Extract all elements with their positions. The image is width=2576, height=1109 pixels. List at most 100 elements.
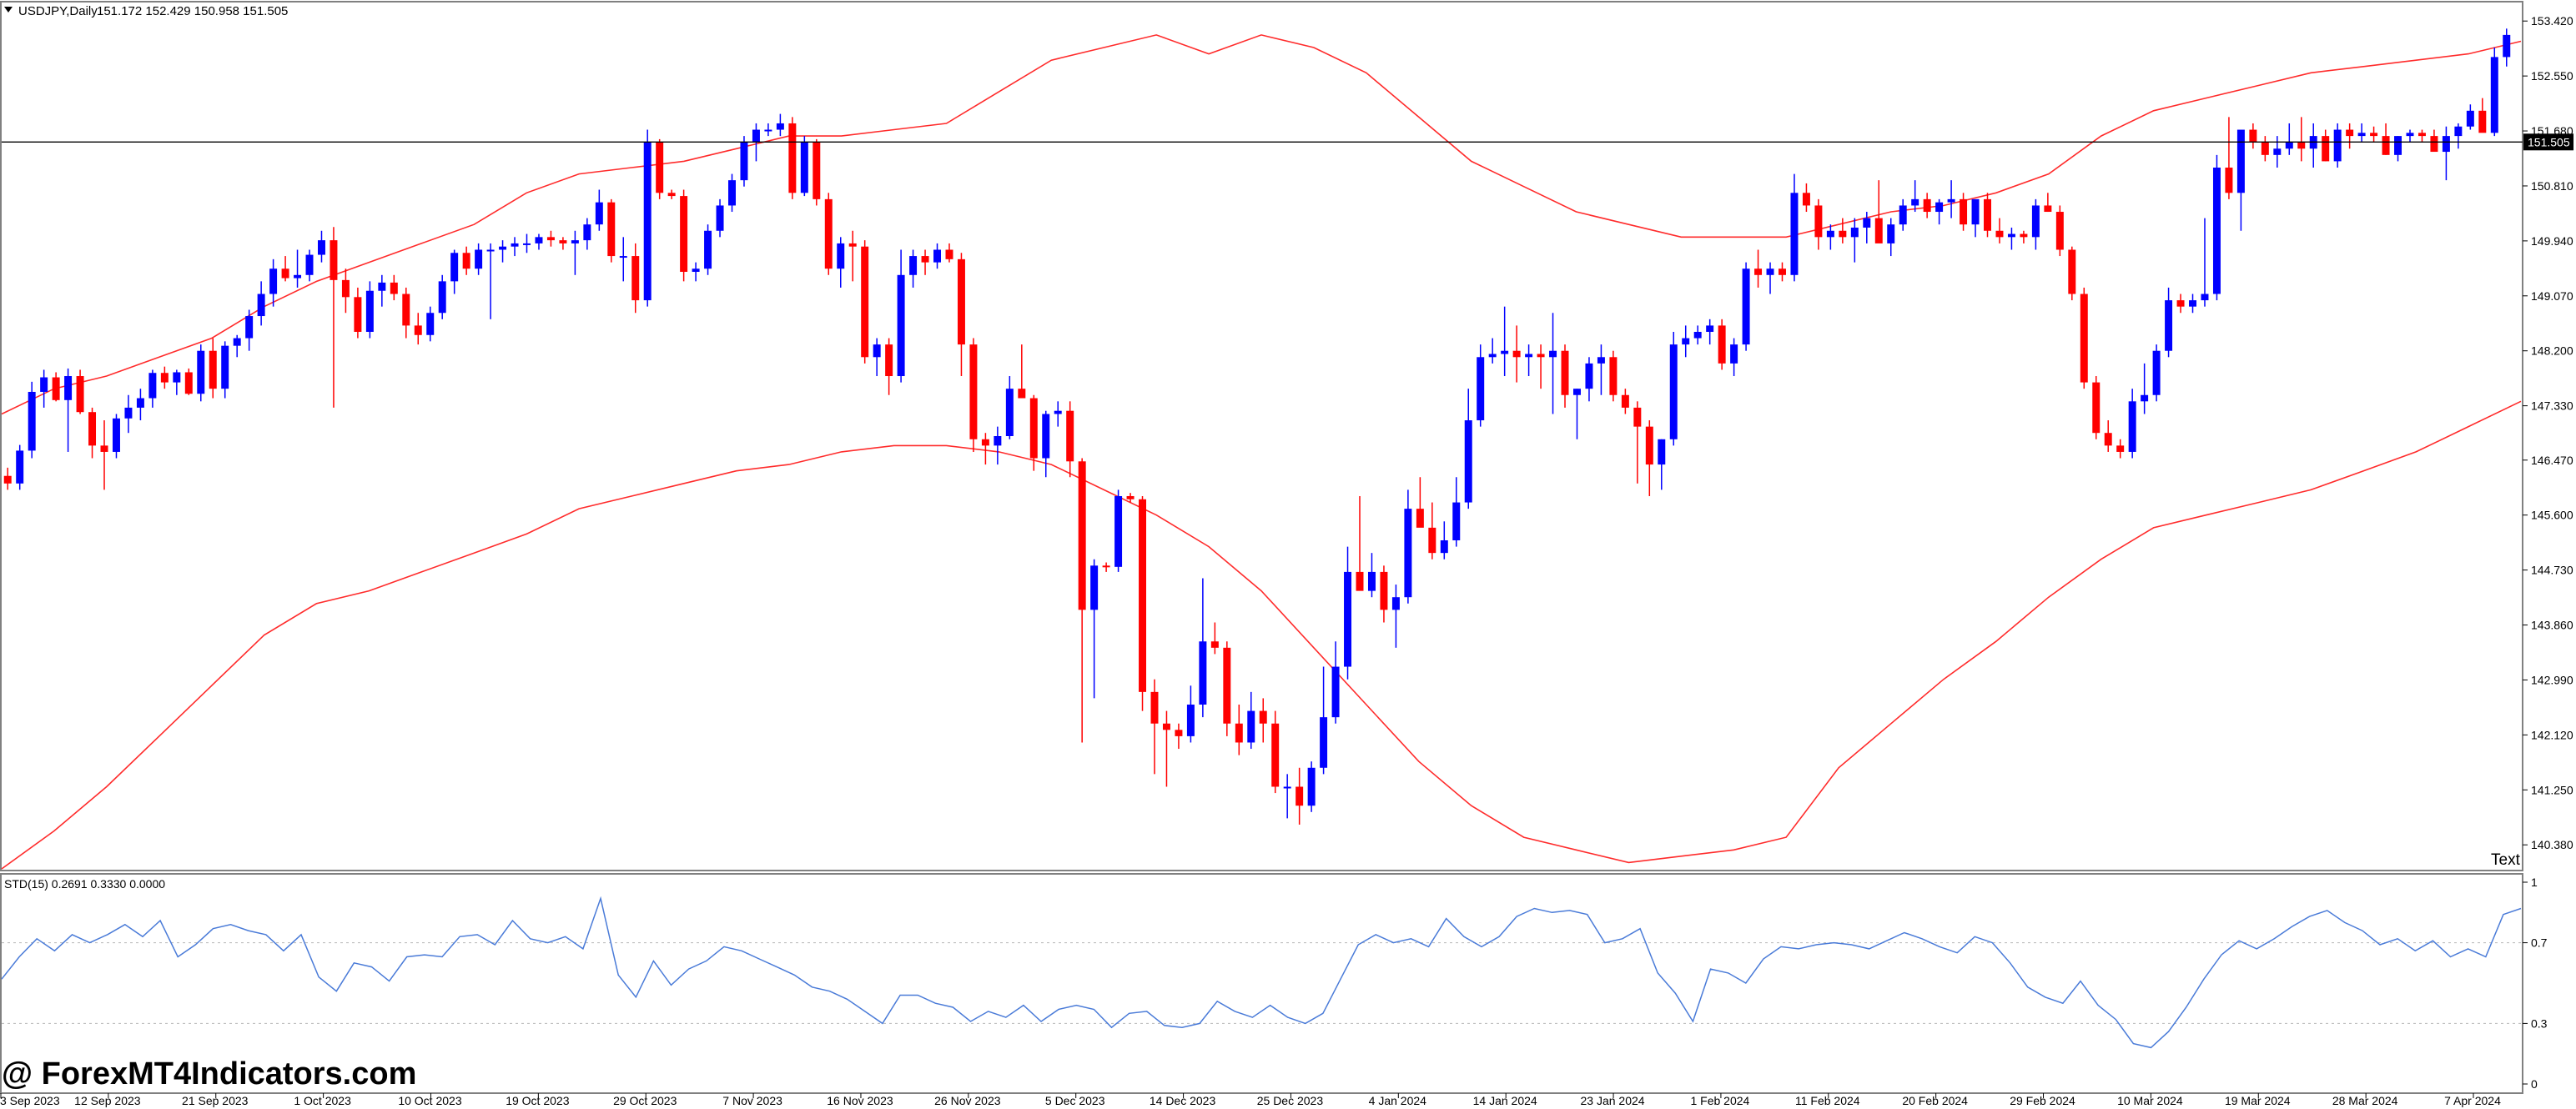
candle-body [1367,571,1376,591]
candle-body [523,243,531,245]
candle-body [197,350,205,394]
candle-body [1018,389,1026,399]
candle-body [3,475,12,484]
candle-body [1186,705,1195,736]
candle-body [317,240,325,255]
candle-body [535,237,543,243]
std-header: STD(15) 0.2691 0.3330 0.0000 [4,877,165,891]
candle-body [800,142,808,193]
time-tick-label: 10 Mar 2024 [2117,1094,2183,1107]
candle-body [1175,730,1183,736]
candle-body [2020,233,2028,238]
candle-body [1090,565,1099,610]
candle-body [2478,110,2487,133]
candle-body [1283,786,1291,789]
candle-body [1960,198,1968,225]
candle-body [209,350,217,389]
candle-body [2176,300,2185,307]
time-tick-label: 3 Sep 2023 [0,1094,60,1107]
candle-body [1512,350,1521,358]
candle-body [1078,461,1086,610]
candle-body [1259,710,1267,724]
time-tick-label: 11 Feb 2024 [1795,1094,1860,1107]
candle-body [173,372,181,383]
candle-body [2382,136,2390,155]
candle-body [100,445,108,452]
candle-body [184,372,193,394]
candle-body [124,407,133,419]
price-tick-label: 149.070 [2531,289,2573,303]
price-tick-label: 141.250 [2531,783,2573,796]
candle-body [2442,136,2450,153]
candle-body [1549,350,1557,358]
text-label: Text [2491,851,2521,869]
candle-body [1814,205,1823,238]
candle-body [269,268,278,294]
candle-body [64,376,73,400]
candle-body [511,243,519,247]
current-price-label: 151.505 [2528,135,2570,148]
candle-body [1899,205,1907,225]
candle-body [2152,350,2161,395]
candle-body [1114,495,1123,567]
candle-body [921,256,929,263]
candle-body [1718,325,1726,364]
candle-body [1669,344,1678,439]
time-tick-label: 29 Feb 2024 [2010,1094,2075,1107]
candle-body [40,377,48,392]
time-tick-label: 1 Oct 2023 [294,1094,351,1107]
candle-body [52,377,60,400]
candle-body [2031,205,2040,238]
candle-body [2128,401,2136,452]
time-tick-label: 23 Jan 2024 [1581,1094,1645,1107]
candle-body [1874,218,1883,243]
candle-body [2007,233,2015,238]
candle-body [1609,357,1618,395]
candle-body [752,129,760,143]
price-tick-label: 147.330 [2531,399,2573,413]
candle-body [1126,495,1135,499]
triangle-down-icon[interactable] [4,7,13,13]
price-tick-label: 142.120 [2531,728,2573,741]
std-tick-label: 0.7 [2531,936,2548,950]
candle-body [2273,148,2282,155]
bollinger-bands [1,34,2522,870]
candle-body [499,246,507,250]
candle-body [2141,394,2149,402]
current-price-box [2523,133,2573,151]
price-tick-label: 146.470 [2531,454,2573,467]
candle-body [1621,394,1629,408]
candle-body [354,297,362,332]
candle-body [136,398,144,408]
candle-body [788,123,797,193]
candle-body [462,253,470,269]
candle-body [656,142,664,193]
candle-body [305,254,314,275]
candle-body [969,344,978,439]
candle-body [897,274,905,377]
candle-body [837,243,845,269]
candle-body [414,325,422,335]
candle-body [643,142,652,301]
candle-body [2044,205,2052,213]
candle-body [330,240,338,280]
candle-body [1380,571,1388,610]
candle-body [1525,354,1533,358]
candle-body [1331,666,1340,718]
price-tick-label: 152.550 [2531,69,2573,83]
candle-body [1428,527,1436,554]
candle-body [1210,641,1219,648]
candle-body [595,202,603,225]
candle-body [2297,142,2306,149]
candle-body [2490,57,2498,133]
candle-body [1416,509,1424,528]
candle-body [1296,786,1304,806]
candle-body [148,373,157,399]
candle-body [1029,398,1038,459]
candle-body [450,253,459,282]
candle-body [2080,294,2088,383]
candle-body [957,258,965,345]
price-tick-label: 148.200 [2531,344,2573,358]
candle-body [1839,230,1847,238]
candle-body [885,344,893,377]
